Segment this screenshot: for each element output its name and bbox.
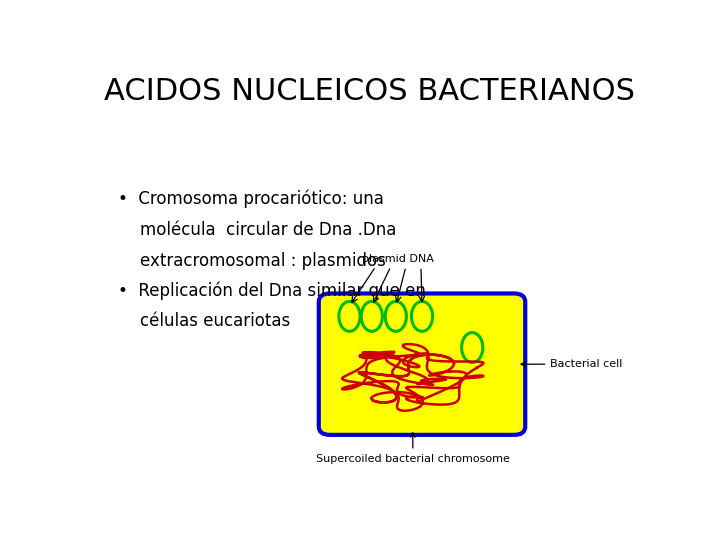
Ellipse shape [339,301,360,332]
Text: ACIDOS NUCLEICOS BACTERIANOS: ACIDOS NUCLEICOS BACTERIANOS [104,77,634,106]
Text: •  Cromosoma procariótico: una: • Cromosoma procariótico: una [118,190,384,208]
Text: extracromosomal : plasmidos: extracromosomal : plasmidos [140,252,386,270]
Text: Supercoiled bacterial chromosome: Supercoiled bacterial chromosome [316,433,510,463]
Text: molécula  circular de Dna .Dna: molécula circular de Dna .Dna [140,221,397,239]
Ellipse shape [385,301,406,332]
Ellipse shape [462,333,483,362]
Ellipse shape [361,301,382,332]
FancyBboxPatch shape [319,294,526,435]
Ellipse shape [411,301,433,332]
Text: plasmid DNA: plasmid DNA [362,254,434,265]
Text: células eucariotas: células eucariotas [140,312,290,330]
Text: Bacterial cell: Bacterial cell [521,359,623,369]
Text: •  Replicación del Dna similar que en: • Replicación del Dna similar que en [118,281,426,300]
